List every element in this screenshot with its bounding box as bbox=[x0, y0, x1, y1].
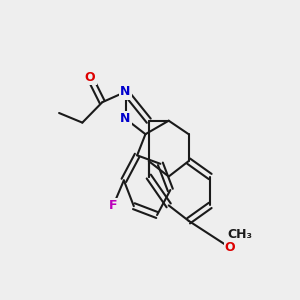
Text: N: N bbox=[120, 85, 131, 98]
Text: F: F bbox=[109, 199, 118, 212]
Text: O: O bbox=[85, 71, 95, 84]
Text: O: O bbox=[225, 241, 236, 254]
Text: CH₃: CH₃ bbox=[228, 228, 253, 241]
Text: N: N bbox=[120, 112, 131, 125]
